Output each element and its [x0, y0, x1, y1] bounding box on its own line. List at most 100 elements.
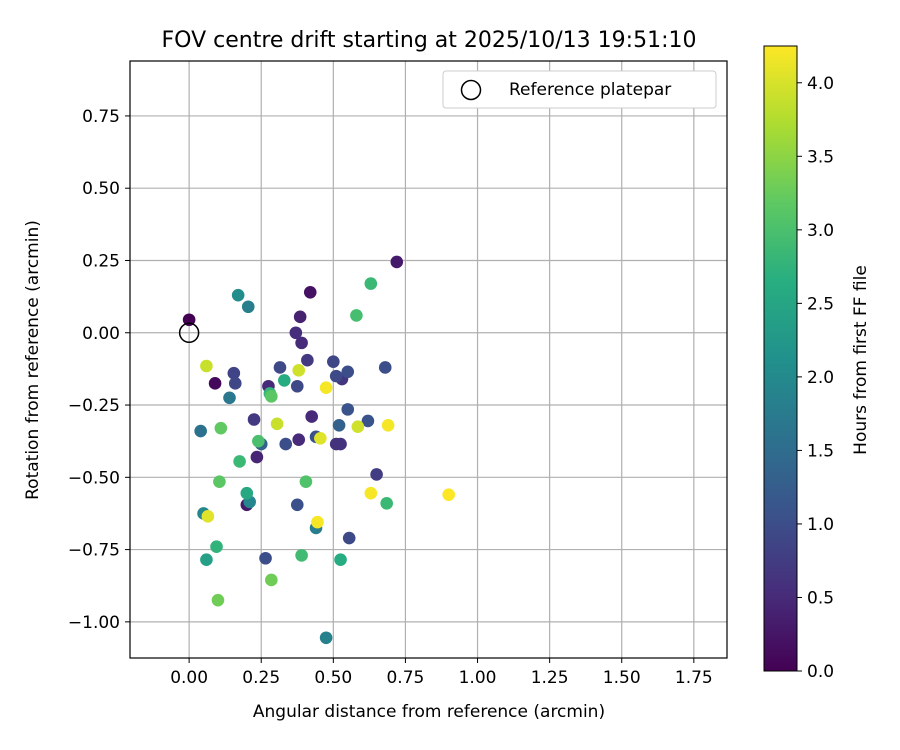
data-point [311, 515, 324, 529]
data-point [279, 437, 293, 451]
colorbar-gradient [763, 45, 798, 672]
colorbar-tick-label: 0.0 [807, 662, 834, 682]
data-point [213, 475, 226, 488]
reference-marker-group [178, 322, 200, 344]
data-point [364, 486, 378, 500]
colorbar-tick-label: 2.5 [807, 294, 834, 314]
data-point [295, 549, 308, 562]
data-point [293, 310, 307, 324]
data-point [319, 631, 333, 645]
data-point [361, 414, 375, 428]
data-point [241, 300, 255, 314]
data-point [214, 421, 228, 435]
y-tick-label: −0.25 [68, 396, 120, 416]
data-point [381, 418, 395, 432]
data-point [303, 285, 317, 299]
axes-frame [129, 60, 728, 659]
colorbar-tick-label: 1.0 [807, 515, 834, 535]
y-tick-label: 0.25 [82, 251, 120, 271]
data-point [327, 355, 340, 368]
x-axis-label: Angular distance from reference (arcmin) [253, 702, 605, 722]
data-point [292, 433, 306, 447]
data-point [200, 359, 213, 373]
reference-marker [178, 322, 200, 344]
data-point [200, 553, 213, 567]
colorbar-tick-label: 0.5 [807, 588, 834, 608]
data-point [208, 377, 222, 390]
x-tick-label: 1.00 [459, 668, 497, 688]
data-point [341, 365, 355, 379]
colorbar-ticks: 0.0 0.5 1.0 1.5 2.0 2.5 3.0 3.5 4.0 [797, 74, 834, 682]
data-point [290, 379, 304, 393]
data-point [334, 553, 347, 567]
legend-box [442, 70, 717, 109]
legend: Reference platepar [442, 70, 717, 109]
data-point [332, 418, 346, 432]
data-point [390, 255, 404, 269]
legend-reference-marker [460, 79, 482, 101]
data-point [442, 488, 455, 501]
data-point [292, 364, 306, 377]
x-axis-ticks: 0.00 0.25 0.50 0.75 1.00 1.25 1.50 1.75 [170, 658, 713, 688]
colorbar-tick-label: 3.5 [807, 147, 834, 167]
y-tick-label: 0.75 [82, 107, 120, 127]
grid-lines [130, 61, 727, 658]
x-tick-label: 1.75 [675, 668, 713, 688]
data-point [289, 326, 303, 340]
y-tick-label: −0.75 [68, 541, 120, 561]
data-point [228, 377, 242, 390]
data-point [223, 391, 236, 405]
y-axis-ticks: −1.00 −0.75 −0.50 −0.25 0.00 0.25 0.50 0.75 [68, 107, 130, 633]
data-point [227, 366, 241, 380]
data-point [299, 475, 313, 488]
data-point [329, 369, 343, 383]
y-tick-label: −1.00 [68, 613, 120, 633]
colorbar-label: Hours from first FF file [851, 265, 871, 455]
data-point [265, 390, 278, 403]
data-point [277, 374, 291, 387]
data-point [273, 361, 287, 374]
data-point [370, 468, 383, 481]
data-point [210, 540, 223, 553]
x-tick-label: 1.25 [531, 668, 569, 688]
data-point [350, 309, 363, 322]
data-point [342, 531, 356, 545]
data-point [341, 403, 355, 416]
x-tick-label: 0.25 [242, 668, 280, 688]
data-point [295, 336, 308, 350]
data-point [378, 361, 392, 374]
data-point [305, 410, 318, 423]
data-point [364, 277, 378, 290]
data-point [194, 424, 207, 438]
data-point [250, 450, 264, 464]
data-points [182, 255, 455, 645]
data-point [259, 551, 272, 565]
data-point [211, 593, 225, 607]
y-tick-label: 0.50 [82, 179, 120, 199]
data-point [252, 434, 265, 448]
y-tick-label: −0.50 [68, 468, 120, 488]
data-point [182, 313, 196, 327]
colorbar-tick-label: 1.5 [807, 441, 834, 461]
data-point [301, 353, 314, 367]
colorbar-tick-label: 4.0 [807, 74, 834, 94]
x-tick-label: 0.50 [314, 668, 352, 688]
legend-label: Reference platepar [509, 80, 671, 100]
plot-frame [129, 60, 728, 659]
data-point [351, 420, 365, 434]
y-axis-label: Rotation from reference (arcmin) [23, 220, 43, 500]
colorbar: 0.0 0.5 1.0 1.5 2.0 2.5 3.0 3.5 4.0 Hours from f… [763, 45, 871, 682]
chart-title: FOV centre drift starting at 2025/10/13 … [162, 28, 697, 53]
colorbar-tick-label: 3.0 [807, 221, 834, 241]
data-point [380, 497, 393, 510]
x-tick-label: 0.75 [386, 668, 424, 688]
data-point [233, 455, 246, 468]
data-point [290, 498, 304, 512]
colorbar-tick-label: 2.0 [807, 368, 834, 388]
data-point [201, 510, 215, 523]
x-tick-label: 0.00 [170, 668, 208, 688]
x-tick-label: 1.50 [603, 668, 641, 688]
y-tick-label: 0.00 [82, 324, 120, 344]
data-point [247, 413, 261, 426]
